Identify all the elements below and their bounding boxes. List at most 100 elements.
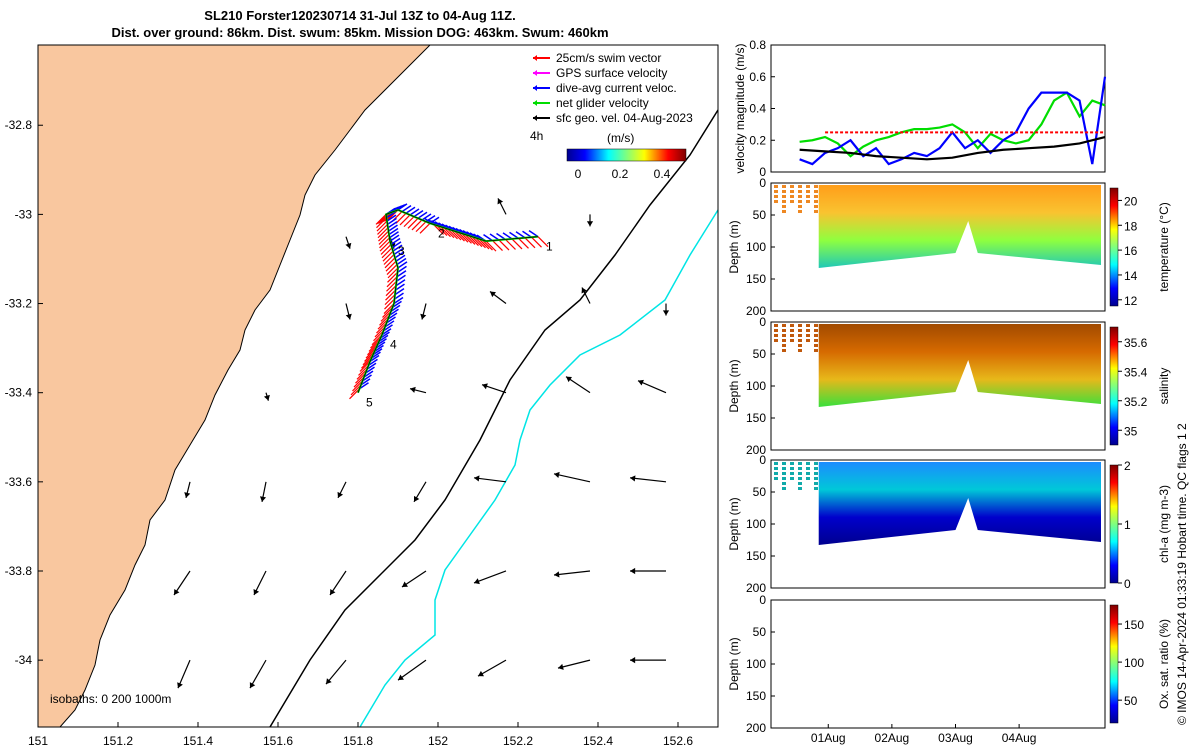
geo-vector-head [420, 313, 427, 320]
geo-vector-head [630, 475, 636, 482]
dive-avg-vector [401, 204, 412, 213]
dive-avg-vector [389, 234, 400, 242]
swim-vector [419, 222, 431, 234]
swim-vector [395, 212, 407, 224]
swim-vector [454, 230, 465, 242]
dive-avg-vector [388, 227, 399, 236]
dive-avg-vector [393, 296, 404, 305]
swim-vector [376, 220, 388, 232]
heatmap-y-tick: 0 [759, 315, 766, 329]
heatmap-panel: 0 50 100 150 200 Depth (m) 50 100 150 Ox. sat. ra… [727, 593, 1171, 745]
geo-vector-head [474, 578, 480, 585]
heatmap-y-tick: 100 [746, 517, 766, 531]
swim-vector [447, 228, 458, 240]
heatmap-y-tick: 150 [746, 689, 766, 703]
heatmap-y-tick: 50 [753, 347, 767, 361]
dive-avg-vector [509, 231, 519, 239]
geo-vector-head [326, 678, 332, 685]
waypoint-label: 4 [390, 338, 397, 352]
legend-label: dive-avg current veloc. [556, 81, 677, 95]
map-x-tick-label: 152.2 [503, 734, 533, 748]
dive-avg-vector [394, 251, 405, 259]
swim-vector [375, 213, 387, 225]
heatmap-colorbar-tick: 12 [1124, 294, 1138, 308]
geo-vector-head [174, 588, 180, 595]
chart-title-line1: SL210 Forster120230714 31-Jul 13Z to 04-… [204, 8, 516, 23]
dive-avg-vector [362, 374, 372, 382]
heatmap-colorbar-tick: 50 [1124, 694, 1138, 708]
heatmap-y-tick: 0 [759, 593, 766, 607]
dive-avg-vector [397, 265, 407, 273]
map-x-tick-label: 152 [428, 734, 448, 748]
dive-avg-vector [421, 213, 432, 221]
map-colorbar-tick: 0 [575, 167, 582, 181]
geo-vector-head [662, 310, 670, 316]
swim-vector [482, 239, 493, 251]
dive-avg-vector [394, 292, 404, 300]
velocity-frame [770, 44, 1106, 173]
geo-vector-arrow [553, 473, 591, 483]
map-x-tick-label: 151.8 [343, 734, 373, 748]
dive-avg-vector [397, 261, 408, 269]
swim-vector [384, 294, 396, 306]
colorbar-label: (m/s) [607, 131, 634, 145]
geo-vector-head [554, 471, 560, 478]
swim-vector [387, 271, 398, 283]
swim-vector [386, 276, 398, 288]
swim-vector [407, 217, 419, 229]
heatmap-colorbar-tick: 16 [1124, 244, 1138, 258]
geo-vector-arrow [477, 659, 507, 677]
velocity-series-line [799, 136, 1106, 161]
geo-vector-head [345, 313, 352, 320]
swim-vector [498, 239, 510, 251]
geo-vector-head [330, 588, 336, 595]
swim-vector [384, 257, 396, 269]
dive-avg-vector [383, 324, 393, 332]
map-y-tick-label: -33.4 [5, 386, 33, 400]
dive-avg-vector [425, 215, 436, 223]
heatmap-colorbar-tick: 14 [1124, 269, 1138, 283]
heatmap-colorbar [1109, 604, 1119, 724]
legend-label: sfc geo. vel. 04-Aug-2023 [556, 111, 693, 125]
heatmap-colorbar-tick: 1 [1124, 518, 1131, 532]
dive-avg-vector [528, 230, 539, 238]
swim-vector [464, 234, 476, 245]
dive-avg-vector [409, 208, 420, 216]
dive-avg-vector [396, 270, 407, 278]
heatmap-y-tick: 50 [753, 625, 767, 639]
waypoint-label: 2 [438, 226, 445, 240]
legend-arrowhead [533, 85, 537, 91]
waypoint-label: 3 [398, 244, 405, 258]
swim-vector [511, 238, 523, 250]
map-x-tick-label: 151 [28, 734, 48, 748]
dive-avg-vector [365, 366, 375, 374]
dive-avg-vector [496, 232, 506, 241]
swim-vector [381, 247, 393, 259]
geo-vector-head [497, 198, 504, 205]
waypoint-label: 5 [366, 396, 373, 410]
map-y-tick-label: -33.2 [5, 297, 33, 311]
map-colorbar-tick: 0.2 [612, 167, 629, 181]
heatmap-colorbar [1109, 326, 1119, 446]
geo-vector-arrow [629, 477, 667, 483]
swim-vector [475, 237, 486, 249]
swim-vector [377, 227, 389, 239]
swim-vector [403, 216, 415, 228]
geo-vector-head [259, 496, 267, 502]
swim-vector [384, 298, 395, 310]
dive-avg-vector [368, 358, 378, 367]
swim-vector [415, 221, 427, 233]
geo-vector-head [474, 475, 480, 482]
heatmap-colorbar-tick: 2 [1124, 459, 1131, 473]
geo-vector-head [478, 670, 484, 677]
dive-avg-vector [386, 316, 396, 324]
heatmap-y-tick: 100 [746, 379, 766, 393]
swim-vector [377, 223, 388, 235]
swim-vector [399, 214, 411, 226]
swim-vector [386, 280, 397, 292]
map-colorbar-ticks: 0 0.2 0.4 [575, 167, 671, 181]
heatmap-field [818, 185, 1101, 268]
heatmap-colorbar-tick: 0 [1124, 577, 1131, 591]
dive-avg-vector [405, 206, 416, 214]
